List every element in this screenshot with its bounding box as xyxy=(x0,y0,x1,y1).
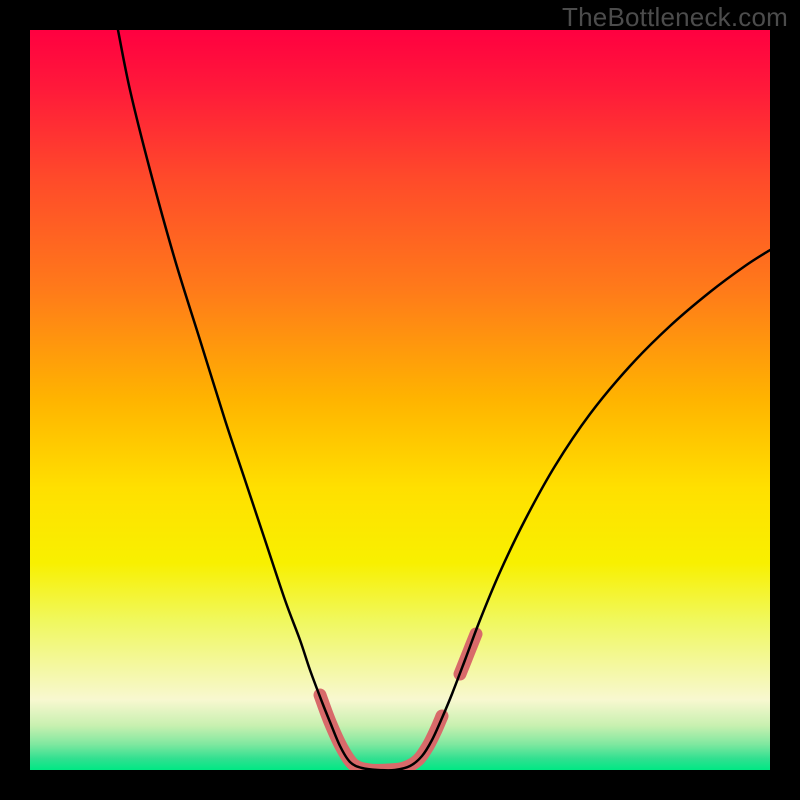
gradient-background xyxy=(30,30,770,770)
watermark-text: TheBottleneck.com xyxy=(562,2,788,33)
chart-svg xyxy=(30,30,770,770)
plot-area xyxy=(30,30,770,770)
